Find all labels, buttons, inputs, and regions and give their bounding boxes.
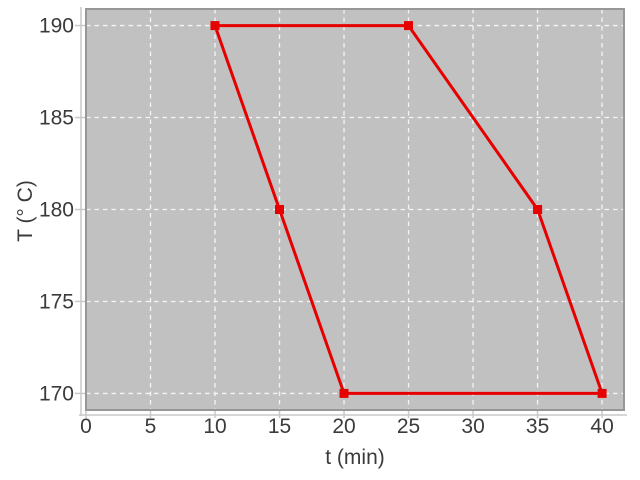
x-tick-label: 10 [203,415,226,438]
x-tick-label: 25 [397,415,420,438]
x-axis-label: t (min) [325,446,385,469]
x-tick-label: 20 [332,415,355,438]
data-point-marker [339,388,349,398]
x-tick-label: 15 [268,415,291,438]
data-point-marker [210,21,220,31]
y-tick-label: 180 [39,199,74,222]
y-tick-label: 190 [39,15,74,38]
x-tick-label: 35 [526,415,549,438]
x-tick-label: 30 [461,415,484,438]
y-tick-label: 170 [39,382,74,405]
data-point-marker [275,205,284,214]
data-point-marker [404,21,413,31]
plot-frame [85,8,625,411]
x-tick-label: 5 [145,415,157,438]
x-tick-label: 0 [80,415,92,438]
y-tick-label: 185 [39,107,74,130]
data-point-marker [597,388,607,398]
y-tick-label: 175 [39,291,74,314]
data-point-marker [533,205,543,214]
x-tick-label: 40 [590,415,613,438]
y-axis-label: T (° C) [14,180,37,242]
